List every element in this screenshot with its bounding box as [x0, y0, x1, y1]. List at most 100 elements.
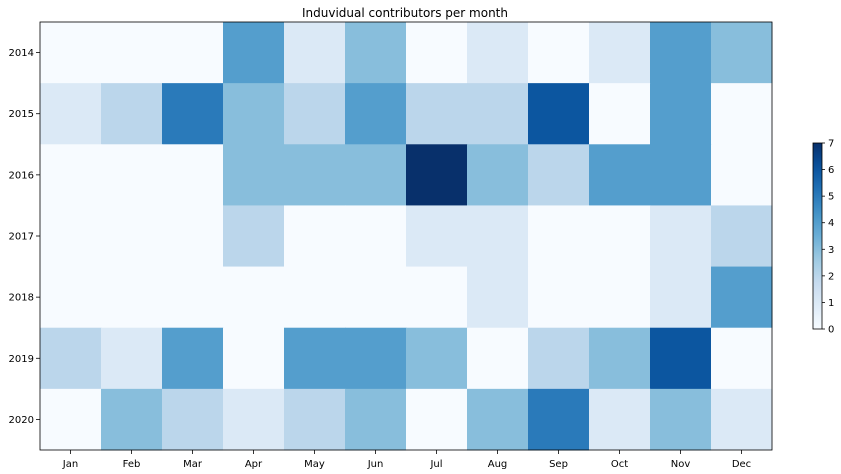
colorbar-tick-label: 6 [828, 165, 834, 176]
heatmap-cell-2020-May [284, 388, 346, 451]
heatmap-cell-2017-Nov [650, 205, 712, 268]
colorbar: 0 1 2 3 4 5 6 7 [812, 139, 834, 336]
heatmap-cell-2018-Apr [223, 266, 285, 329]
heatmap-cell-2019-Apr [223, 327, 285, 390]
colorbar-tick-label: 1 [828, 298, 834, 309]
x-tick-label: Feb [123, 459, 141, 470]
heatmap-cell-2019-Oct [589, 327, 651, 390]
heatmap-cell-2018-Nov [650, 266, 712, 329]
heatmap-cell-2019-Feb [101, 327, 163, 390]
heatmap-cell-2020-Apr [223, 388, 285, 451]
heatmap-cell-2016-Apr [223, 144, 285, 206]
heatmap-cell-2014-Jul [406, 22, 468, 84]
heatmap-cell-2017-Mar [162, 205, 224, 268]
heatmap-cell-2017-Jun [345, 205, 407, 268]
heatmap-cell-2018-Jun [345, 266, 407, 329]
heatmap-cell-2015-May [284, 83, 346, 145]
heatmap-cell-2019-Aug [467, 327, 529, 390]
colorbar-gradient [812, 142, 823, 330]
heatmap-cell-2018-Sep [528, 266, 590, 329]
chart-title: Induvidual contributors per month [302, 6, 508, 20]
heatmap-cell-2018-Dec [711, 266, 773, 329]
heatmap-cell-2016-May [284, 144, 346, 206]
heatmap-cell-2020-Oct [589, 388, 651, 451]
heatmap-cell-2020-Mar [162, 388, 224, 451]
heatmap-cell-2015-Feb [101, 83, 163, 145]
heatmap-cell-2014-Nov [650, 22, 712, 84]
x-tick-label: Mar [183, 459, 203, 470]
heatmap-cell-2020-Dec [711, 388, 773, 451]
heatmap-cell-2014-Jun [345, 22, 407, 84]
heatmap-cell-2018-May [284, 266, 346, 329]
heatmap-cell-2015-Oct [589, 83, 651, 145]
heatmap-cell-2017-Apr [223, 205, 285, 268]
x-tick-label: Jan [62, 459, 78, 470]
x-tick-label: Apr [245, 459, 263, 470]
x-tick-label: Sep [549, 459, 568, 470]
heatmap-cell-2015-Jul [406, 83, 468, 145]
heatmap-cell-2015-Sep [528, 83, 590, 145]
heatmap-cell-2020-Feb [101, 388, 163, 451]
heatmap-cell-2016-Dec [711, 144, 773, 206]
heatmap-cell-2016-Aug [467, 144, 529, 206]
y-tick-label: 2016 [9, 170, 34, 181]
heatmap-cell-2015-Jan [40, 83, 102, 145]
y-tick-label: 2015 [9, 109, 34, 120]
x-tick-label: Dec [732, 459, 751, 470]
heatmap-cell-2019-Jun [345, 327, 407, 390]
x-axis: Jan Feb Mar Apr May Jun Jul Aug Sep Oct Nov Dec [62, 450, 751, 470]
x-tick-label: Nov [671, 459, 691, 470]
heatmap-cell-2014-Oct [589, 22, 651, 84]
colorbar-tick-label: 5 [828, 192, 834, 203]
colorbar-tick-label: 2 [828, 271, 834, 282]
heatmap-cell-2014-May [284, 22, 346, 84]
heatmap-cell-2018-Aug [467, 266, 529, 329]
heatmap-cell-2018-Mar [162, 266, 224, 329]
heatmap-cell-2017-May [284, 205, 346, 268]
heatmap-cell-2017-Jan [40, 205, 102, 268]
y-axis: 2014 2015 2016 2017 2018 2019 2020 [9, 48, 40, 426]
heatmap-cell-2015-Jun [345, 83, 407, 145]
heatmap-cell-2019-Nov [650, 327, 712, 390]
y-tick-label: 2019 [9, 354, 34, 365]
heatmap-cell-2020-Sep [528, 388, 590, 451]
colorbar-tick-label: 4 [828, 218, 834, 229]
heatmap-cell-2015-Nov [650, 83, 712, 145]
heatmap-cell-2017-Feb [101, 205, 163, 268]
heatmap-cell-2018-Oct [589, 266, 651, 329]
heatmap-cell-2020-Jul [406, 388, 468, 451]
heatmap-cell-2015-Mar [162, 83, 224, 145]
heatmap-cell-2016-Feb [101, 144, 163, 206]
heatmap-cell-2019-Dec [711, 327, 773, 390]
heatmap-cell-2018-Feb [101, 266, 163, 329]
heatmap-cell-2014-Feb [101, 22, 163, 84]
heatmap-cell-2014-Mar [162, 22, 224, 84]
heatmap-cell-2019-May [284, 327, 346, 390]
heatmap-cell-2017-Sep [528, 205, 590, 268]
colorbar-tick-label: 7 [828, 139, 834, 150]
x-tick-label: Aug [488, 459, 508, 470]
heatmap-cell-2016-Jun [345, 144, 407, 206]
x-tick-label: Jun [367, 459, 384, 470]
x-tick-label: Oct [611, 459, 628, 470]
heatmap-cell-2019-Sep [528, 327, 590, 390]
heatmap-cell-2016-Sep [528, 144, 590, 206]
heatmap-cell-2016-Nov [650, 144, 712, 206]
heatmap-cell-2018-Jul [406, 266, 468, 329]
x-tick-label: May [304, 459, 325, 470]
heatmap-cell-2016-Mar [162, 144, 224, 206]
y-tick-label: 2018 [9, 293, 34, 304]
heatmap-cell-2016-Jul [406, 144, 468, 206]
heatmap-cell-2015-Aug [467, 83, 529, 145]
heatmap-cell-2014-Dec [711, 22, 773, 84]
heatmap-cell-2014-Apr [223, 22, 285, 84]
heatmap-cell-2016-Jan [40, 144, 102, 206]
heatmap-cell-2014-Sep [528, 22, 590, 84]
y-tick-label: 2017 [9, 232, 34, 243]
heatmap-cell-2020-Aug [467, 388, 529, 451]
heatmap-cell-2020-Jun [345, 388, 407, 451]
colorbar-tick-label: 0 [828, 325, 834, 336]
heatmap-cells [40, 22, 773, 451]
heatmap-cell-2020-Nov [650, 388, 712, 451]
colorbar-tick-label: 3 [828, 245, 834, 256]
